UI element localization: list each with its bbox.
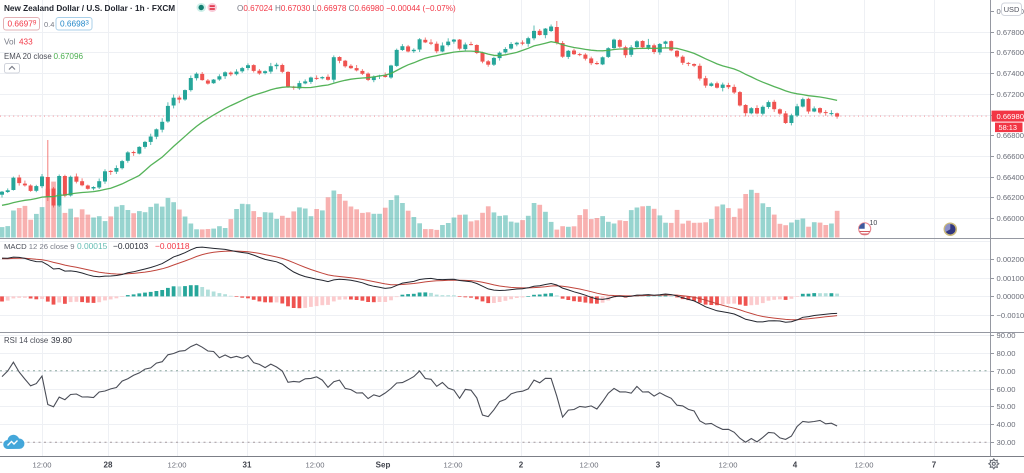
svg-text:0.67600: 0.67600 (997, 48, 1024, 57)
svg-text:O0.67024 H0.67030 L0.66978 C0.: O0.67024 H0.67030 L0.66978 C0.66980 −0.0… (237, 4, 456, 13)
svg-text:3: 3 (656, 461, 661, 470)
svg-text:0.66200: 0.66200 (997, 193, 1024, 202)
svg-text:0.00200: 0.00200 (997, 255, 1024, 264)
svg-text:12:00: 12:00 (305, 461, 324, 470)
svg-text:90.00: 90.00 (997, 331, 1016, 340)
svg-text:−0.00118: −0.00118 (155, 241, 190, 251)
svg-text:Vol: Vol (4, 38, 16, 47)
svg-text:70.00: 70.00 (997, 367, 1016, 376)
svg-text:58:13: 58:13 (999, 123, 1018, 132)
svg-text:USD: USD (1004, 5, 1020, 14)
svg-text:0.66983: 0.66983 (60, 19, 89, 29)
svg-text:0.00100: 0.00100 (997, 274, 1024, 283)
svg-text:0.66979: 0.66979 (8, 19, 37, 29)
svg-text:4: 4 (793, 461, 798, 470)
svg-text:30.00: 30.00 (997, 438, 1016, 447)
svg-text:12:00: 12:00 (443, 461, 462, 470)
svg-text:12:00: 12:00 (854, 461, 873, 470)
svg-text:MACD 12 26 close 9: MACD 12 26 close 9 (4, 242, 75, 251)
svg-text:0.67800: 0.67800 (997, 28, 1024, 37)
svg-text:50.00: 50.00 (997, 402, 1016, 411)
svg-text:40.00: 40.00 (997, 420, 1016, 429)
svg-text:0.67096: 0.67096 (54, 52, 84, 61)
svg-text:EMA 20 close: EMA 20 close (4, 52, 52, 61)
svg-text:7: 7 (932, 461, 937, 470)
svg-text:2: 2 (519, 461, 524, 470)
svg-text:−0.00103: −0.00103 (113, 241, 149, 251)
svg-text:10: 10 (870, 220, 878, 227)
svg-text:12:00: 12:00 (718, 461, 737, 470)
svg-text:39.80: 39.80 (51, 335, 72, 345)
svg-text:433: 433 (19, 38, 33, 47)
svg-text:RSI 14 close: RSI 14 close (4, 336, 48, 345)
svg-text:0.4: 0.4 (44, 20, 54, 29)
svg-text:28: 28 (104, 461, 113, 470)
svg-text:12:00: 12:00 (579, 461, 598, 470)
svg-text:0.00000: 0.00000 (997, 292, 1024, 301)
svg-text:12:00: 12:00 (167, 461, 186, 470)
svg-text:−0.00100: −0.00100 (997, 311, 1024, 320)
svg-text:0.67400: 0.67400 (997, 69, 1024, 78)
svg-text:0.66600: 0.66600 (997, 152, 1024, 161)
svg-text:12:00: 12:00 (32, 461, 51, 470)
svg-text:60.00: 60.00 (997, 385, 1016, 394)
svg-text:Sep: Sep (376, 461, 391, 470)
svg-text:0.67200: 0.67200 (997, 90, 1024, 99)
svg-text:New Zealand Dollar / U.S. Doll: New Zealand Dollar / U.S. Dollar · 1h · … (4, 4, 175, 13)
svg-text:31: 31 (243, 461, 252, 470)
svg-text:0.66800: 0.66800 (997, 131, 1024, 140)
svg-text:80.00: 80.00 (997, 349, 1016, 358)
svg-text:0.66400: 0.66400 (997, 173, 1024, 182)
svg-text:0.00015: 0.00015 (77, 241, 108, 251)
svg-text:0.66980: 0.66980 (997, 112, 1024, 121)
svg-text:0.66000: 0.66000 (997, 214, 1024, 223)
